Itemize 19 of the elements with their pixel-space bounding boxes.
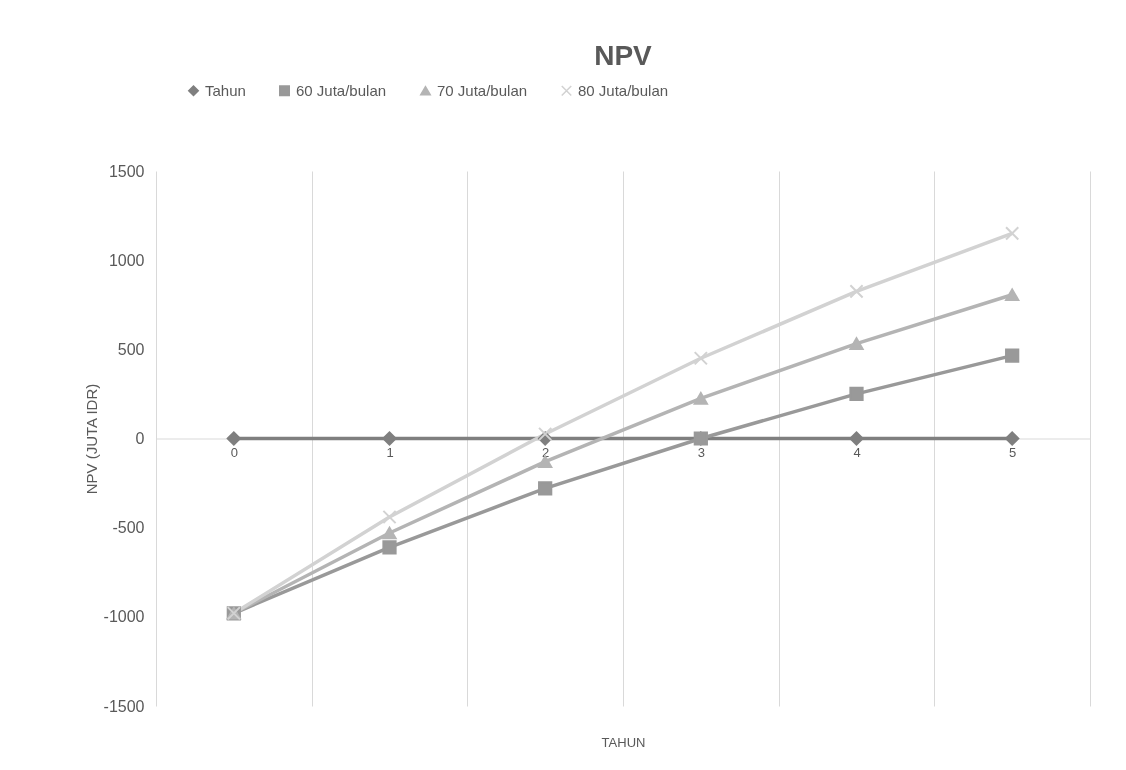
x-axis-title: TAHUN bbox=[601, 734, 646, 750]
y-tick-label: 500 bbox=[117, 340, 145, 358]
y-tick-label: 0 bbox=[135, 430, 145, 447]
x-tick-label: 1 bbox=[386, 445, 394, 460]
x-tick-label: 4 bbox=[853, 445, 861, 460]
y-tick-label: 1500 bbox=[108, 162, 145, 180]
x-tick-label: 3 bbox=[697, 445, 705, 460]
legend-label: 60 Juta/bulan bbox=[296, 81, 387, 99]
chart-title: NPV bbox=[594, 40, 653, 71]
legend-label: 70 Juta/bulan bbox=[437, 81, 528, 99]
y-axis-title: NPV (JUTA IDR) bbox=[82, 383, 100, 495]
y-tick-label: -500 bbox=[112, 519, 145, 537]
x-tick-label: 0 bbox=[230, 445, 238, 460]
y-tick-label: 1000 bbox=[108, 251, 145, 269]
y-tick-label: -1000 bbox=[103, 608, 145, 626]
legend-label: 80 Juta/bulan bbox=[578, 81, 669, 99]
x-tick-label: 5 bbox=[1009, 445, 1017, 460]
y-tick-label: -1500 bbox=[103, 697, 145, 715]
legend-label: Tahun bbox=[205, 81, 246, 99]
